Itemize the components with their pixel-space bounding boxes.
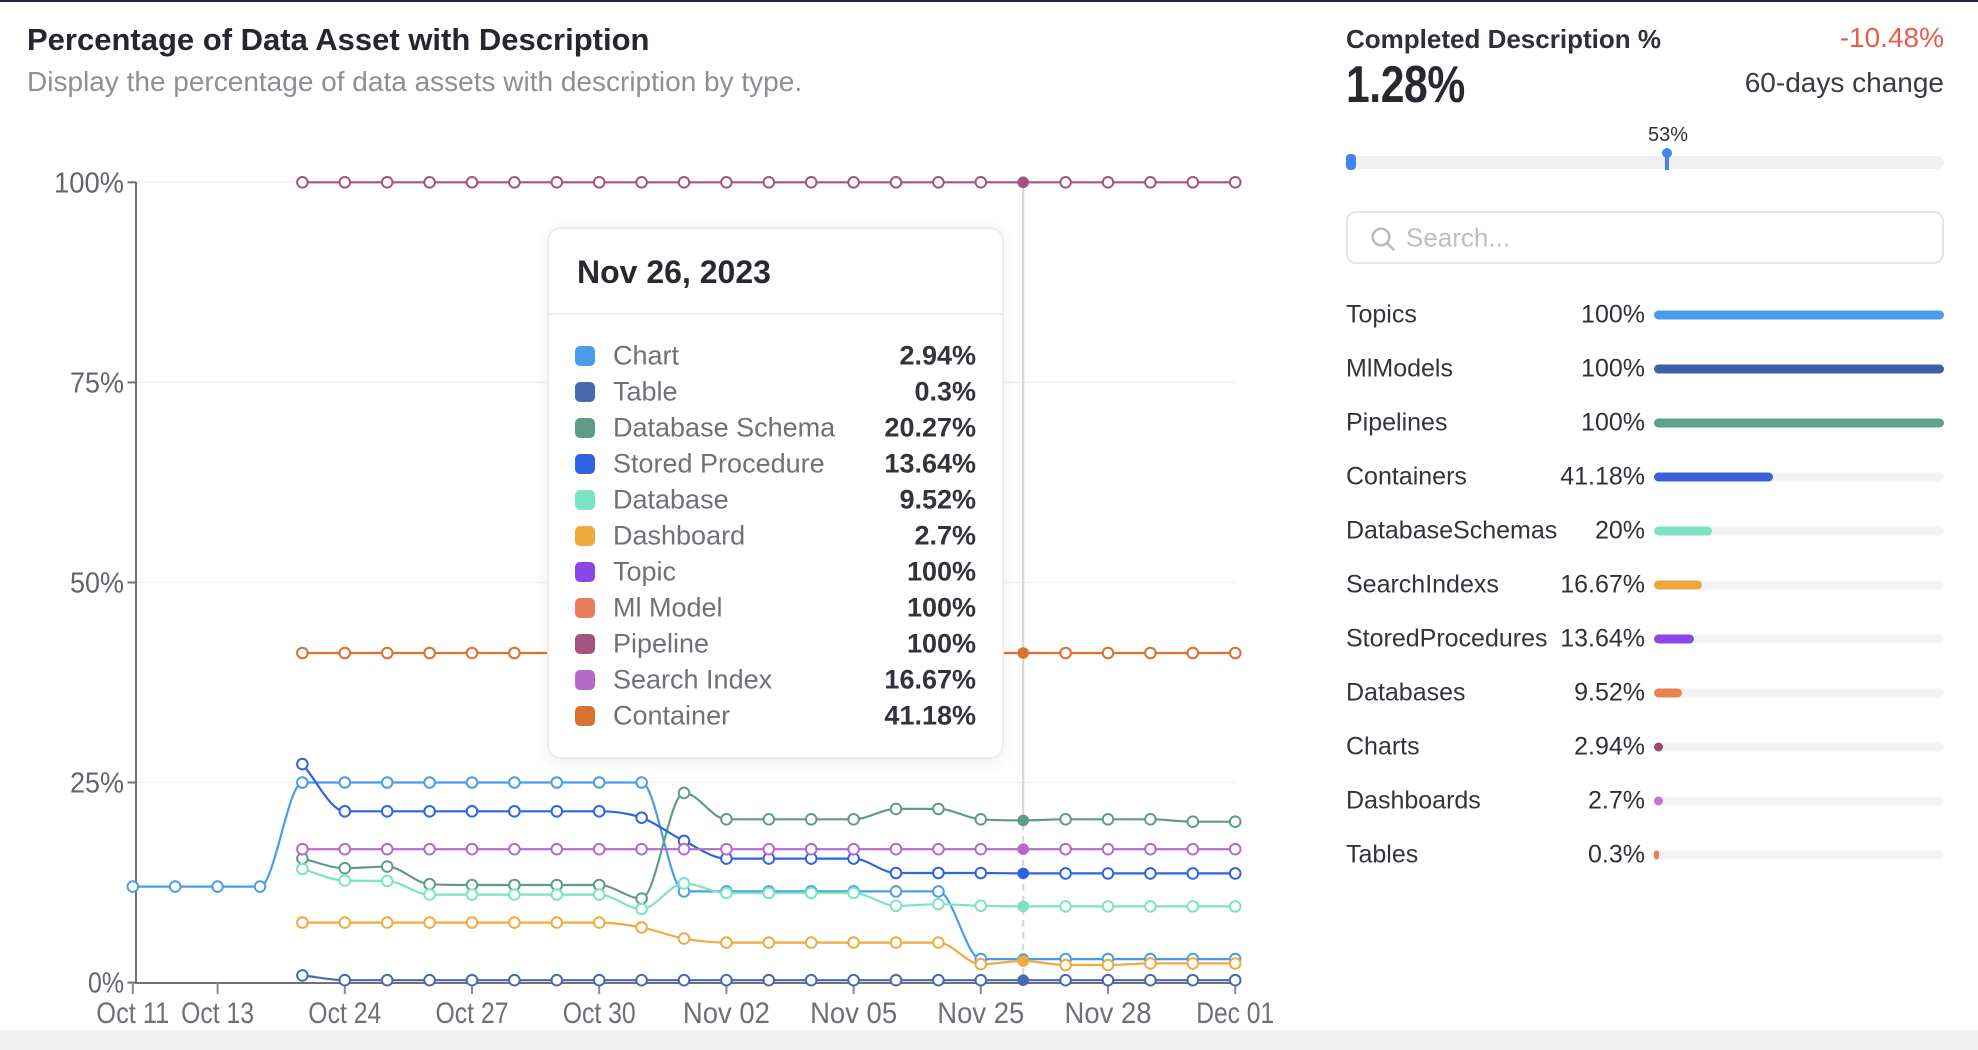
- svg-text:Oct 24: Oct 24: [308, 997, 381, 1030]
- svg-text:Nov 28: Nov 28: [1065, 997, 1152, 1030]
- svg-text:Oct 30: Oct 30: [563, 997, 636, 1030]
- svg-text:Oct 27: Oct 27: [436, 997, 509, 1030]
- svg-text:Nov 02: Nov 02: [683, 997, 770, 1030]
- svg-text:25%: 25%: [70, 768, 124, 800]
- svg-text:Nov 05: Nov 05: [810, 997, 897, 1030]
- svg-text:Oct 11: Oct 11: [96, 997, 169, 1030]
- svg-text:0%: 0%: [88, 968, 124, 1000]
- svg-text:100%: 100%: [54, 167, 124, 199]
- svg-text:50%: 50%: [70, 568, 124, 600]
- svg-text:Oct 13: Oct 13: [181, 997, 254, 1030]
- svg-text:75%: 75%: [70, 367, 124, 399]
- svg-text:Dec 01: Dec 01: [1196, 997, 1274, 1030]
- svg-text:Nov 25: Nov 25: [937, 997, 1024, 1030]
